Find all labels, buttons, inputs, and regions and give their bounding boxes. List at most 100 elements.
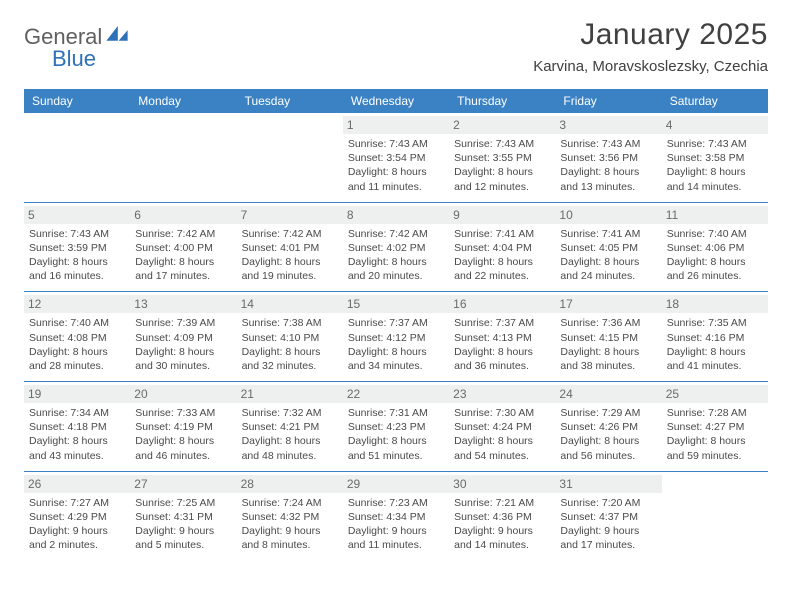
daylight-text: Daylight: 8 hours and 59 minutes. (667, 434, 763, 462)
day-info: Sunrise: 7:33 AMSunset: 4:19 PMDaylight:… (135, 406, 231, 463)
day-number: 27 (130, 475, 236, 493)
daylight-text: Daylight: 8 hours and 54 minutes. (454, 434, 550, 462)
calendar-cell (662, 472, 768, 561)
calendar-cell: 26Sunrise: 7:27 AMSunset: 4:29 PMDayligh… (24, 472, 130, 561)
daylight-text: Daylight: 8 hours and 11 minutes. (348, 165, 444, 193)
calendar-cell: 19Sunrise: 7:34 AMSunset: 4:18 PMDayligh… (24, 382, 130, 471)
sunset-text: Sunset: 4:02 PM (348, 241, 444, 255)
sunset-text: Sunset: 4:23 PM (348, 420, 444, 434)
daylight-text: Daylight: 8 hours and 14 minutes. (667, 165, 763, 193)
daylight-text: Daylight: 9 hours and 17 minutes. (560, 524, 656, 552)
daylight-text: Daylight: 8 hours and 34 minutes. (348, 345, 444, 373)
daylight-text: Daylight: 9 hours and 2 minutes. (29, 524, 125, 552)
sunrise-text: Sunrise: 7:33 AM (135, 406, 231, 420)
sunset-text: Sunset: 4:13 PM (454, 331, 550, 345)
day-number: 12 (24, 295, 130, 313)
calendar-cell: 27Sunrise: 7:25 AMSunset: 4:31 PMDayligh… (130, 472, 236, 561)
day-info: Sunrise: 7:42 AMSunset: 4:00 PMDaylight:… (135, 227, 231, 284)
sunrise-text: Sunrise: 7:42 AM (348, 227, 444, 241)
calendar-cell: 24Sunrise: 7:29 AMSunset: 4:26 PMDayligh… (555, 382, 661, 471)
calendar-cell: 8Sunrise: 7:42 AMSunset: 4:02 PMDaylight… (343, 203, 449, 292)
day-number: 13 (130, 295, 236, 313)
dow-tuesday: Tuesday (237, 89, 343, 113)
daylight-text: Daylight: 8 hours and 22 minutes. (454, 255, 550, 283)
sunset-text: Sunset: 4:27 PM (667, 420, 763, 434)
daylight-text: Daylight: 8 hours and 36 minutes. (454, 345, 550, 373)
day-info: Sunrise: 7:40 AMSunset: 4:08 PMDaylight:… (29, 316, 125, 373)
day-info: Sunrise: 7:30 AMSunset: 4:24 PMDaylight:… (454, 406, 550, 463)
daylight-text: Daylight: 8 hours and 12 minutes. (454, 165, 550, 193)
day-info: Sunrise: 7:37 AMSunset: 4:13 PMDaylight:… (454, 316, 550, 373)
calendar-cell: 29Sunrise: 7:23 AMSunset: 4:34 PMDayligh… (343, 472, 449, 561)
daylight-text: Daylight: 8 hours and 28 minutes. (29, 345, 125, 373)
calendar-cell (24, 113, 130, 202)
sunrise-text: Sunrise: 7:40 AM (667, 227, 763, 241)
logo-word-2: Blue (52, 46, 129, 72)
sunset-text: Sunset: 3:56 PM (560, 151, 656, 165)
title-block: January 2025 Karvina, Moravskoslezsky, C… (533, 18, 768, 75)
dow-saturday: Saturday (662, 89, 768, 113)
day-info: Sunrise: 7:43 AMSunset: 3:55 PMDaylight:… (454, 137, 550, 194)
daylight-text: Daylight: 8 hours and 19 minutes. (242, 255, 338, 283)
calendar-cell: 17Sunrise: 7:36 AMSunset: 4:15 PMDayligh… (555, 292, 661, 381)
daylight-text: Daylight: 8 hours and 24 minutes. (560, 255, 656, 283)
calendar-cell: 7Sunrise: 7:42 AMSunset: 4:01 PMDaylight… (237, 203, 343, 292)
day-info: Sunrise: 7:43 AMSunset: 3:54 PMDaylight:… (348, 137, 444, 194)
sunrise-text: Sunrise: 7:36 AM (560, 316, 656, 330)
day-number: 23 (449, 385, 555, 403)
dow-monday: Monday (130, 89, 236, 113)
calendar-cell: 12 Sunrise: 7:40 AMSunset: 4:08 PMDayligh… (24, 292, 130, 381)
day-number: 15 (343, 295, 449, 313)
calendar-cell: 25Sunrise: 7:28 AMSunset: 4:27 PMDayligh… (662, 382, 768, 471)
day-info: Sunrise: 7:31 AMSunset: 4:23 PMDaylight:… (348, 406, 444, 463)
daylight-text: Daylight: 8 hours and 20 minutes. (348, 255, 444, 283)
day-number: 31 (555, 475, 661, 493)
calendar-cell: 11Sunrise: 7:40 AMSunset: 4:06 PMDayligh… (662, 203, 768, 292)
sunset-text: Sunset: 4:06 PM (667, 241, 763, 255)
sunset-text: Sunset: 4:18 PM (29, 420, 125, 434)
calendar-cell: 15Sunrise: 7:37 AMSunset: 4:12 PMDayligh… (343, 292, 449, 381)
day-info: Sunrise: 7:28 AMSunset: 4:27 PMDaylight:… (667, 406, 763, 463)
day-number: 18 (662, 295, 768, 313)
sunset-text: Sunset: 3:54 PM (348, 151, 444, 165)
sunrise-text: Sunrise: 7:41 AM (454, 227, 550, 241)
day-info: Sunrise: 7:34 AMSunset: 4:18 PMDaylight:… (29, 406, 125, 463)
day-number: 30 (449, 475, 555, 493)
daylight-text: Daylight: 8 hours and 13 minutes. (560, 165, 656, 193)
calendar-week: 1Sunrise: 7:43 AMSunset: 3:54 PMDaylight… (24, 113, 768, 203)
day-info: Sunrise: 7:36 AMSunset: 4:15 PMDaylight:… (560, 316, 656, 373)
daylight-text: Daylight: 8 hours and 26 minutes. (667, 255, 763, 283)
calendar-cell: 16Sunrise: 7:37 AMSunset: 4:13 PMDayligh… (449, 292, 555, 381)
sunset-text: Sunset: 4:09 PM (135, 331, 231, 345)
daylight-text: Daylight: 8 hours and 56 minutes. (560, 434, 656, 462)
day-info: Sunrise: 7:32 AMSunset: 4:21 PMDaylight:… (242, 406, 338, 463)
day-info: Sunrise: 7:21 AMSunset: 4:36 PMDaylight:… (454, 496, 550, 553)
sunrise-text: Sunrise: 7:43 AM (560, 137, 656, 151)
day-number: 20 (130, 385, 236, 403)
calendar-cell: 14Sunrise: 7:38 AMSunset: 4:10 PMDayligh… (237, 292, 343, 381)
day-number: 7 (237, 206, 343, 224)
sunrise-text: Sunrise: 7:27 AM (29, 496, 125, 510)
sunset-text: Sunset: 4:01 PM (242, 241, 338, 255)
calendar-cell: 20 Sunrise: 7:33 AMSunset: 4:19 PMDayligh… (130, 382, 236, 471)
day-number: 29 (343, 475, 449, 493)
sunset-text: Sunset: 4:08 PM (29, 331, 125, 345)
day-number: 28 (237, 475, 343, 493)
calendar-cell: 5Sunrise: 7:43 AMSunset: 3:59 PMDaylight… (24, 203, 130, 292)
logo-sail-icon (105, 26, 129, 49)
sunrise-text: Sunrise: 7:29 AM (560, 406, 656, 420)
dow-thursday: Thursday (449, 89, 555, 113)
daylight-text: Daylight: 9 hours and 8 minutes. (242, 524, 338, 552)
calendar-week: 5Sunrise: 7:43 AMSunset: 3:59 PMDaylight… (24, 203, 768, 293)
daylight-text: Daylight: 8 hours and 30 minutes. (135, 345, 231, 373)
calendar-cell: 2Sunrise: 7:43 AMSunset: 3:55 PMDaylight… (449, 113, 555, 202)
calendar-cell: 3Sunrise: 7:43 AMSunset: 3:56 PMDaylight… (555, 113, 661, 202)
calendar-cell: 10Sunrise: 7:41 AMSunset: 4:05 PMDayligh… (555, 203, 661, 292)
location: Karvina, Moravskoslezsky, Czechia (533, 58, 768, 75)
calendar-cell: 6Sunrise: 7:42 AMSunset: 4:00 PMDaylight… (130, 203, 236, 292)
sunrise-text: Sunrise: 7:41 AM (560, 227, 656, 241)
day-info: Sunrise: 7:38 AMSunset: 4:10 PMDaylight:… (242, 316, 338, 373)
sunrise-text: Sunrise: 7:37 AM (348, 316, 444, 330)
sunset-text: Sunset: 4:31 PM (135, 510, 231, 524)
day-number: 4 (662, 116, 768, 134)
